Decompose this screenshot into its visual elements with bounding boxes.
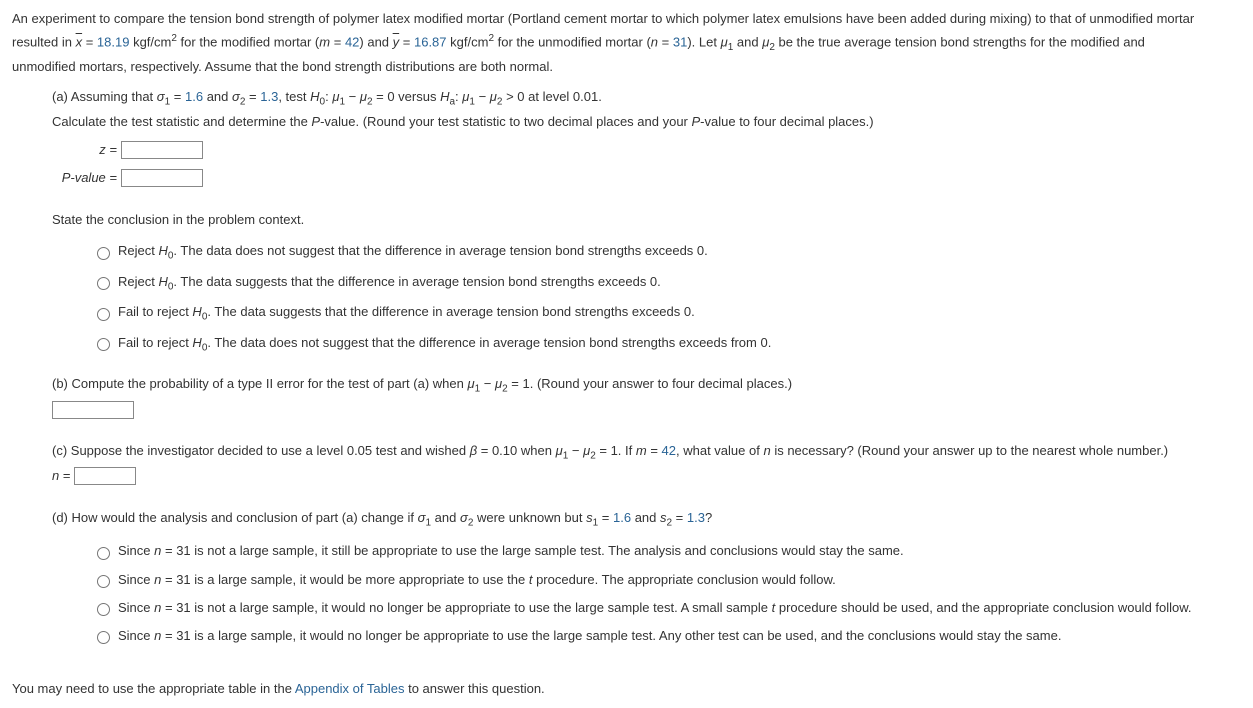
n-input[interactable]	[74, 467, 136, 485]
radio-opt-3[interactable]	[97, 308, 110, 321]
n-value: 31	[673, 34, 687, 49]
intro-line1: An experiment to compare the tension bon…	[12, 11, 1194, 26]
part-c: (c) Suppose the investigator decided to …	[52, 440, 1241, 487]
radio-a-1: Reject H0. The data does not suggest tha…	[92, 237, 1241, 268]
intro-resulted: resulted in	[12, 34, 76, 49]
z-input-row: z =	[52, 139, 1241, 161]
pvalue-input-row: P-value =	[52, 167, 1241, 189]
appendix-link[interactable]: Appendix of Tables	[295, 681, 405, 696]
intro-paragraph: An experiment to compare the tension bon…	[12, 8, 1241, 78]
ybar-value: 16.87	[414, 34, 447, 49]
radio-d-2: Since n = 31 is a large sample, it would…	[92, 566, 1241, 594]
radio-opt-1[interactable]	[97, 247, 110, 260]
radio-opt-4[interactable]	[97, 338, 110, 351]
p-label: P-value =	[52, 167, 117, 189]
radio-a-2: Reject H0. The data suggests that the di…	[92, 268, 1241, 299]
radio-a-3: Fail to reject H0. The data suggests tha…	[92, 298, 1241, 329]
radio-d-opt-3[interactable]	[97, 603, 110, 616]
part-b: (b) Compute the probability of a type II…	[52, 373, 1241, 420]
z-input[interactable]	[121, 141, 203, 159]
radio-d-opt-1[interactable]	[97, 547, 110, 560]
radio-a-4: Fail to reject H0. The data does not sug…	[92, 329, 1241, 360]
radio-d-1: Since n = 31 is not a large sample, it s…	[92, 537, 1241, 565]
radio-opt-2[interactable]	[97, 277, 110, 290]
radio-d-opt-2[interactable]	[97, 575, 110, 588]
state-conclusion: State the conclusion in the problem cont…	[52, 209, 1241, 231]
intro-line3: unmodified mortars, respectively. Assume…	[12, 59, 553, 74]
xbar-value: 18.19	[97, 34, 130, 49]
radio-d-opt-4[interactable]	[97, 631, 110, 644]
type2-error-input[interactable]	[52, 401, 134, 419]
radio-d-3: Since n = 31 is not a large sample, it w…	[92, 594, 1241, 622]
part-a: (a) Assuming that σ1 = 1.6 and σ2 = 1.3,…	[52, 86, 1241, 133]
pvalue-input[interactable]	[121, 169, 203, 187]
footer-note: You may need to use the appropriate tabl…	[12, 678, 1241, 700]
part-d: (d) How would the analysis and conclusio…	[52, 507, 1241, 532]
n-label: n	[52, 468, 59, 483]
m-value: 42	[345, 34, 359, 49]
z-label: z =	[52, 139, 117, 161]
radio-d-4: Since n = 31 is a large sample, it would…	[92, 622, 1241, 650]
